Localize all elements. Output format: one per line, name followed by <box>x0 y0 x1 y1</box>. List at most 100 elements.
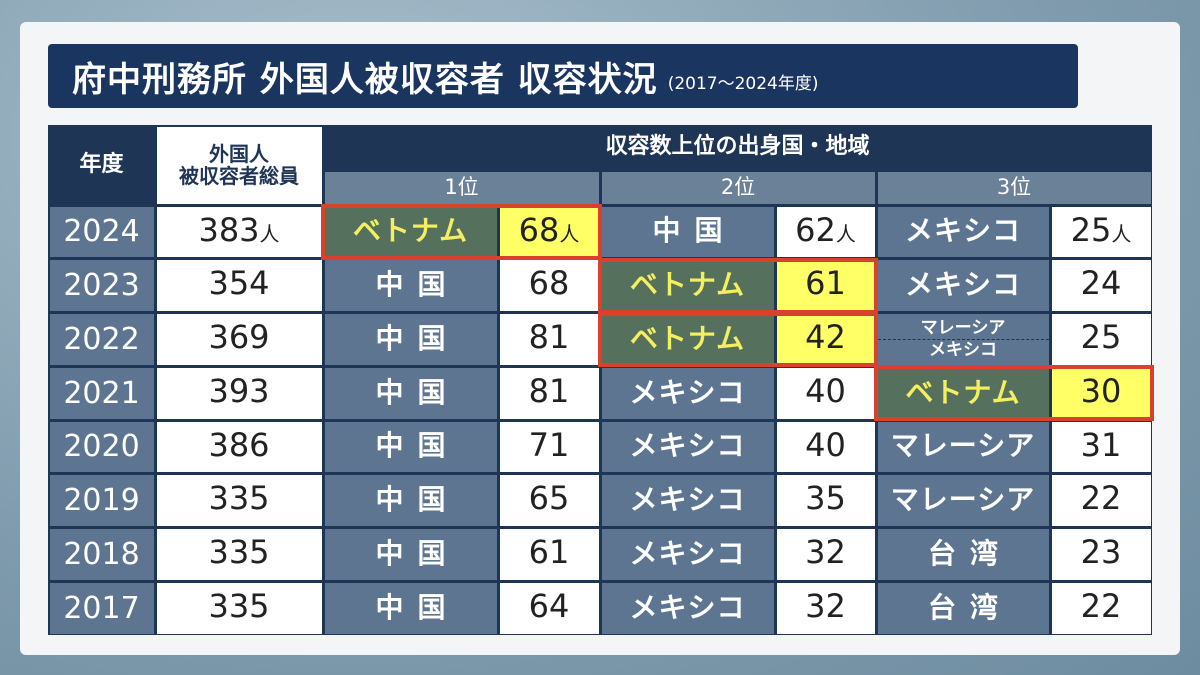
subtitle: (2017～2024年度) <box>667 73 819 94</box>
count-cell: 32 <box>776 529 875 580</box>
count: 42 <box>805 318 846 356</box>
count: 25 <box>1070 210 1112 249</box>
count: 40 <box>805 425 846 464</box>
year: 2019 <box>63 483 140 519</box>
count: 32 <box>805 586 846 625</box>
country: ベトナム <box>905 375 1021 409</box>
country-cell: マレーシア <box>877 475 1049 526</box>
country: ベトナム <box>629 268 746 302</box>
country: 台湾 <box>927 536 1012 570</box>
country-cell: メキシコ <box>601 529 774 580</box>
group-header: 収容数上位の出身国・地域 <box>324 126 1151 169</box>
header-text: 外国人 <box>209 142 269 166</box>
country-cell: メキシコ <box>601 582 774 634</box>
count-cell: 24 <box>1051 260 1151 311</box>
country: 台湾 <box>927 590 1012 624</box>
highlight-frame <box>874 365 1154 421</box>
count: 71 <box>528 425 570 464</box>
count: 81 <box>528 371 570 410</box>
country-cell: 中国 <box>601 206 774 258</box>
count: 31 <box>1080 425 1122 464</box>
total-cell: 393 <box>156 367 322 419</box>
country-cell: 中国 <box>324 529 497 580</box>
rank-header: 1位 <box>324 171 599 204</box>
total-cell: 354 <box>156 260 322 311</box>
country: メキシコ <box>904 268 1021 302</box>
header-text: 被収容者総員 <box>179 164 299 188</box>
country-cell: 中国 <box>324 582 497 634</box>
count: 25 <box>1080 318 1122 356</box>
country-cell: メキシコ <box>601 475 774 526</box>
country: メキシコ <box>629 536 746 570</box>
country: メキシコ <box>904 214 1021 248</box>
title: 府中刑務所 外国人被収容者 収容状況 <box>72 59 658 100</box>
count-cell: 65 <box>499 475 599 526</box>
count-cell: 22 <box>1051 475 1151 526</box>
header-text: 年度 <box>79 151 124 177</box>
total: 393 <box>208 371 270 410</box>
year-cell: 2023 <box>49 260 154 311</box>
count: 22 <box>1080 479 1122 518</box>
year: 2020 <box>63 429 140 465</box>
total: 369 <box>208 318 270 356</box>
unit: 人 <box>259 221 280 246</box>
count-cell: 22 <box>1051 582 1151 634</box>
country: 中国 <box>375 321 460 355</box>
highlight-frame <box>598 311 878 368</box>
title-bar: 府中刑務所 外国人被収容者 収容状況 (2017～2024年度) <box>48 44 1078 108</box>
year-cell: 2017 <box>49 582 154 634</box>
count-cell: 64 <box>499 582 599 634</box>
country-cell: メキシコ <box>601 421 774 473</box>
rank-header: 2位 <box>601 171 875 204</box>
country: 中国 <box>375 375 460 409</box>
year-cell: 2019 <box>49 475 154 526</box>
total-cell: 383 人 <box>156 206 322 258</box>
year-cell: 2020 <box>49 421 154 473</box>
country: メキシコ <box>629 483 746 517</box>
total-cell: 335 <box>156 582 322 634</box>
year: 2024 <box>63 214 140 250</box>
country-cell: 中国 <box>324 314 497 365</box>
country-cell: メキシコ <box>877 260 1049 311</box>
count: 61 <box>805 264 846 303</box>
count: 68 <box>518 210 560 249</box>
year-header: 年度 <box>49 126 154 204</box>
country-cell: メキシコ <box>601 367 774 419</box>
count: 40 <box>805 371 846 410</box>
header-text: 収容数上位の出身国・地域 <box>605 134 870 160</box>
count: 68 <box>528 264 570 303</box>
country: メキシコ <box>929 339 997 360</box>
country: マレーシア <box>890 429 1036 463</box>
country: ベトナム <box>352 214 469 248</box>
total-cell: 335 <box>156 475 322 526</box>
country: 中国 <box>375 268 460 302</box>
total: 335 <box>208 479 270 518</box>
total: 386 <box>208 425 270 464</box>
country: マレーシア <box>877 318 1049 340</box>
total-cell: 369 <box>156 314 322 365</box>
count-cell: 71 <box>499 421 599 473</box>
header-text: 2位 <box>720 174 756 199</box>
count-cell: 61 <box>776 260 875 311</box>
total: 383 <box>198 210 260 249</box>
year-cell: 2018 <box>49 529 154 580</box>
count-cell: 35 <box>776 475 875 526</box>
total-header: 外国人 被収容者総員 <box>156 126 322 204</box>
country: 中国 <box>375 536 460 570</box>
country-cell: 中国 <box>324 367 497 419</box>
unit: 人 <box>835 221 856 246</box>
count-cell: 68 <box>499 260 599 311</box>
count: 23 <box>1080 533 1122 571</box>
count: 81 <box>528 318 570 356</box>
country: 中国 <box>375 429 460 463</box>
country: メキシコ <box>629 590 746 624</box>
country: ベトナム <box>629 321 746 355</box>
country: 中国 <box>375 590 460 624</box>
header-text: 3位 <box>996 174 1032 199</box>
rank-header: 3位 <box>877 171 1151 204</box>
count-cell: 32 <box>776 582 875 634</box>
country-cell: 中国 <box>324 260 497 311</box>
country-cell: マレーシア メキシコ <box>877 314 1049 365</box>
country-cell: メキシコ <box>877 206 1049 258</box>
